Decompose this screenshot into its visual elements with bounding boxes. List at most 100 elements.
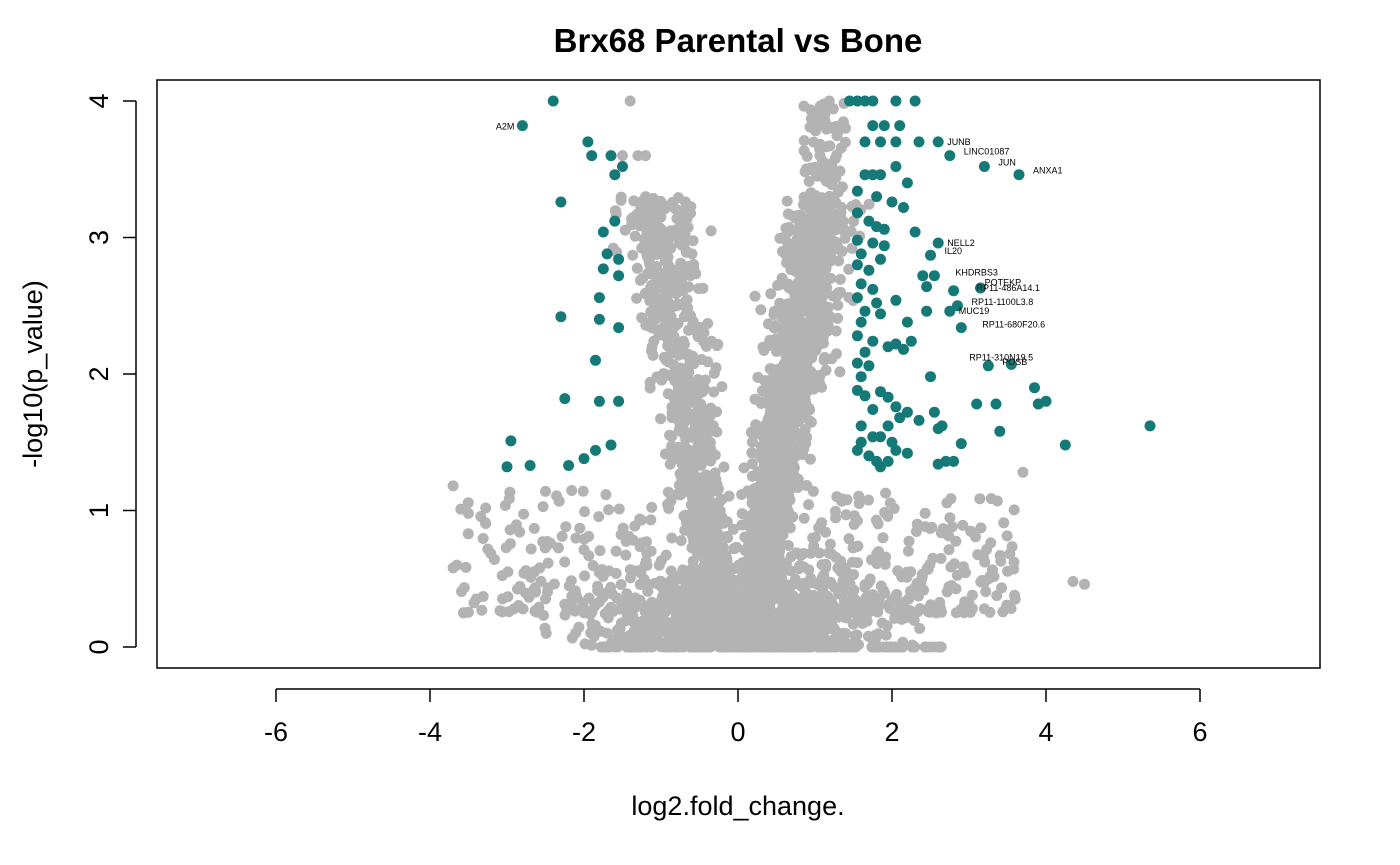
nonsignificant-point	[635, 564, 647, 576]
nonsignificant-point	[755, 304, 767, 316]
nonsignificant-point	[696, 641, 708, 653]
nonsignificant-point	[695, 514, 707, 526]
significant-point	[890, 161, 902, 172]
nonsignificant-point	[829, 153, 841, 165]
nonsignificant-point	[518, 508, 530, 520]
significant-point	[601, 248, 613, 260]
nonsignificant-point	[987, 564, 998, 576]
nonsignificant-point	[802, 224, 813, 236]
nonsignificant-point	[477, 533, 489, 544]
nonsignificant-point	[798, 100, 810, 112]
nonsignificant-point	[846, 242, 858, 254]
nonsignificant-point	[476, 604, 488, 616]
nonsignificant-point	[816, 559, 828, 571]
nonsignificant-point	[786, 476, 798, 488]
significant-point	[882, 341, 894, 353]
nonsignificant-point	[873, 600, 885, 612]
nonsignificant-point	[809, 532, 821, 543]
nonsignificant-point	[819, 352, 831, 363]
nonsignificant-point	[819, 98, 831, 110]
nonsignificant-point	[805, 577, 817, 589]
nonsignificant-point	[809, 164, 821, 176]
nonsignificant-point	[668, 392, 680, 404]
nonsignificant-point	[844, 607, 856, 618]
nonsignificant-point	[746, 594, 758, 606]
significant-point	[609, 169, 621, 181]
nonsignificant-point	[655, 413, 667, 425]
nonsignificant-point	[677, 564, 689, 576]
nonsignificant-point	[686, 248, 698, 260]
nonsignificant-point	[808, 306, 820, 318]
nonsignificant-point	[721, 516, 733, 528]
significant-point	[867, 237, 879, 249]
nonsignificant-point	[743, 630, 755, 642]
nonsignificant-point	[629, 230, 641, 242]
nonsignificant-point	[738, 462, 750, 474]
x-tick-label: -2	[572, 717, 596, 747]
nonsignificant-point	[636, 212, 648, 223]
significant-point	[593, 313, 605, 325]
nonsignificant-point	[713, 571, 724, 583]
nonsignificant-point	[880, 629, 892, 641]
nonsignificant-point	[579, 506, 590, 518]
nonsignificant-point	[991, 495, 1003, 507]
nonsignificant-point	[652, 245, 664, 257]
nonsignificant-point	[783, 226, 795, 238]
nonsignificant-point	[754, 448, 766, 459]
y-axis-label: -log10(p_value)	[18, 280, 48, 468]
nonsignificant-point	[784, 629, 796, 641]
significant-point	[890, 294, 902, 306]
nonsignificant-point	[866, 641, 878, 653]
gene-label: MUC19	[959, 306, 990, 316]
nonsignificant-point	[672, 192, 684, 204]
nonsignificant-point	[880, 641, 892, 653]
nonsignificant-point	[828, 235, 840, 247]
nonsignificant-point	[695, 459, 707, 471]
nonsignificant-point	[818, 198, 830, 210]
nonsignificant-point	[880, 487, 892, 499]
nonsignificant-point	[832, 127, 843, 139]
significant-point	[867, 120, 879, 132]
nonsignificant-point	[662, 617, 674, 629]
significant-point	[936, 420, 948, 432]
nonsignificant-point	[640, 629, 652, 641]
nonsignificant-point	[645, 545, 657, 557]
significant-point	[605, 150, 617, 162]
nonsignificant-point	[659, 448, 671, 460]
nonsignificant-point	[542, 557, 554, 569]
significant-point	[878, 240, 890, 252]
nonsignificant-point	[1001, 530, 1013, 542]
nonsignificant-point	[834, 213, 846, 225]
significant-point	[901, 406, 913, 418]
nonsignificant-point	[803, 175, 815, 187]
nonsignificant-point	[789, 308, 801, 320]
nonsignificant-point	[778, 641, 790, 653]
significant-point	[975, 282, 986, 294]
nonsignificant-point	[703, 426, 715, 438]
nonsignificant-point	[656, 601, 668, 613]
nonsignificant-point	[1067, 576, 1079, 587]
nonsignificant-point	[703, 443, 715, 454]
significant-point	[859, 136, 871, 148]
x-tick-label: 4	[1038, 717, 1053, 747]
nonsignificant-point	[935, 553, 947, 564]
nonsignificant-point	[690, 488, 702, 500]
nonsignificant-point	[663, 641, 675, 653]
y-tick-label: 1	[84, 503, 114, 518]
significant-point	[898, 202, 909, 213]
nonsignificant-point	[723, 490, 735, 502]
significant-point	[867, 169, 879, 181]
nonsignificant-point	[958, 607, 970, 619]
nonsignificant-point	[570, 532, 582, 544]
nonsignificant-point	[848, 519, 860, 530]
nonsignificant-point	[777, 246, 788, 257]
nonsignificant-point	[624, 95, 636, 107]
nonsignificant-point	[809, 190, 821, 201]
nonsignificant-point	[653, 559, 665, 571]
nonsignificant-point	[750, 419, 762, 431]
nonsignificant-point	[690, 615, 702, 627]
nonsignificant-point	[733, 559, 745, 571]
nonsignificant-point	[650, 195, 662, 207]
significant-point	[613, 322, 625, 334]
